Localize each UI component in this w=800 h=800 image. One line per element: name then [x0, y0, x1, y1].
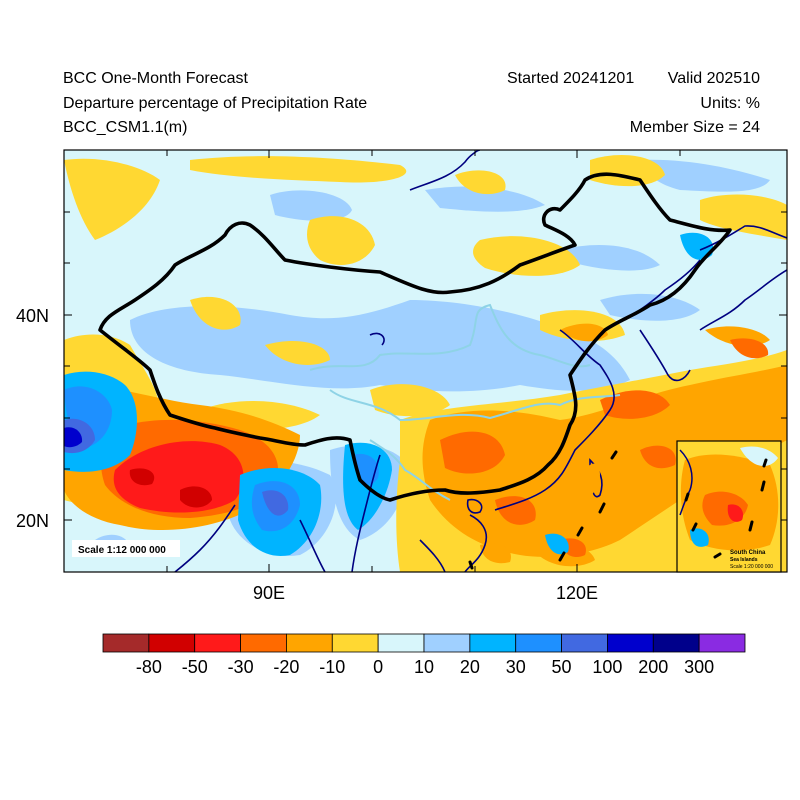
- colorbar-label: 20: [460, 657, 480, 677]
- scale-note-box: [72, 540, 180, 557]
- taiwan: [585, 463, 600, 497]
- title-line-1: BCC One-Month Forecast: [63, 70, 248, 87]
- colorbar-swatch: [515, 633, 562, 653]
- colorbar-label: 0: [373, 657, 383, 677]
- lat-label-20n: 20N: [16, 511, 49, 531]
- colorbar-swatch: [698, 633, 746, 653]
- colorbar: -80 -50 -30 -20 -10 0 10 20 30 50 100 200 300: [102, 633, 746, 677]
- colorbar-swatch: [561, 633, 608, 653]
- inset-scale: Scale 1:20 000 000: [730, 564, 773, 570]
- colorbar-swatch: [423, 633, 471, 653]
- national-border: [98, 172, 732, 502]
- scale-note: Scale 1:12 000 000: [78, 545, 166, 556]
- units-label: Units: %: [700, 95, 760, 112]
- colorbar-swatch: [102, 633, 150, 653]
- started-date: Started 20241201: [507, 70, 635, 87]
- colorbar-label: 50: [552, 657, 572, 677]
- title-line-3: BCC_CSM1.1(m): [63, 119, 188, 136]
- map-frame: [63, 149, 788, 573]
- inset-title-1: South China: [730, 550, 766, 556]
- title-line-2: Departure percentage of Precipitation Ra…: [63, 95, 368, 112]
- lon-label-90e: 90E: [253, 583, 285, 603]
- nine-dash-line: [468, 450, 618, 570]
- colorbar-label: -10: [319, 657, 345, 677]
- colorbar-label: 10: [414, 657, 434, 677]
- lon-label-120e: 120E: [556, 583, 598, 603]
- colorbar-swatch: [194, 633, 241, 653]
- colorbar-label: -80: [136, 657, 162, 677]
- valid-date: Valid 202510: [667, 70, 760, 87]
- lat-label-40n: 40N: [16, 306, 49, 326]
- colorbar-swatch: [286, 633, 333, 653]
- map-field: [64, 150, 787, 572]
- colorbar-label: -20: [273, 657, 299, 677]
- colorbar-swatch: [607, 633, 654, 653]
- anomaly-minus50: [113, 441, 244, 513]
- colorbar-label: -30: [228, 657, 254, 677]
- colorbar-label: 300: [684, 657, 714, 677]
- member-size: Member Size = 24: [629, 119, 760, 136]
- colorbar-swatch: [240, 633, 287, 653]
- colorbar-label: 200: [638, 657, 668, 677]
- south-china-sea-inset: South China Sea Islands Scale 1:20 000 0…: [676, 440, 782, 573]
- colorbar-label: 100: [592, 657, 622, 677]
- inset-title-2: Sea Islands: [730, 557, 758, 563]
- colorbar-swatch: [148, 633, 196, 653]
- colorbar-swatch: [377, 633, 425, 653]
- anomaly-minus80: [129, 468, 212, 508]
- colorbar-label: 30: [506, 657, 526, 677]
- colorbar-swatch: [652, 633, 700, 653]
- colorbar-swatch: [469, 633, 517, 653]
- colorbar-label: -50: [182, 657, 208, 677]
- anomaly-200: [64, 427, 83, 448]
- colorbar-swatch: [331, 633, 379, 653]
